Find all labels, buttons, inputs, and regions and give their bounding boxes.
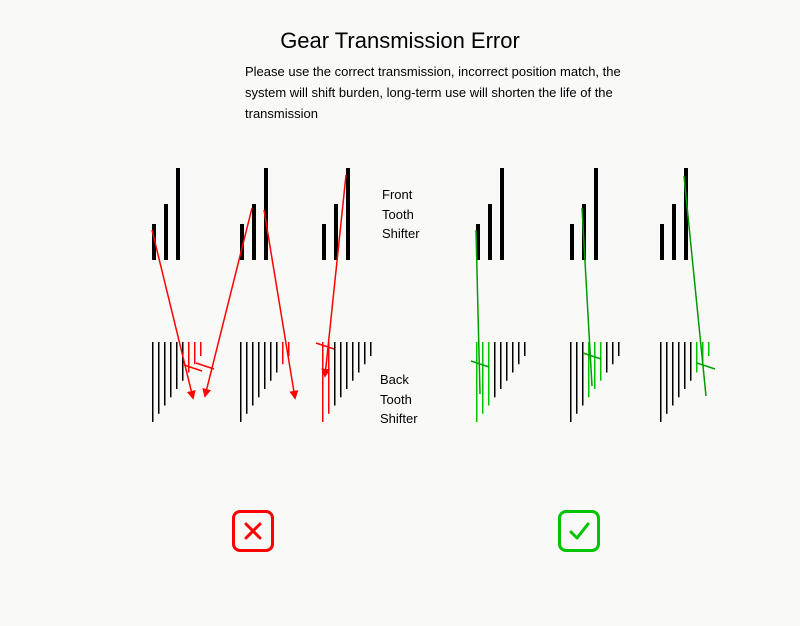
check-icon [567,519,591,543]
diagram-stage: Gear Transmission Error Please use the c… [0,0,800,626]
diagram-svg [0,0,800,626]
correct-badge [558,510,600,552]
cross-icon [242,520,264,542]
wrong-badge [232,510,274,552]
